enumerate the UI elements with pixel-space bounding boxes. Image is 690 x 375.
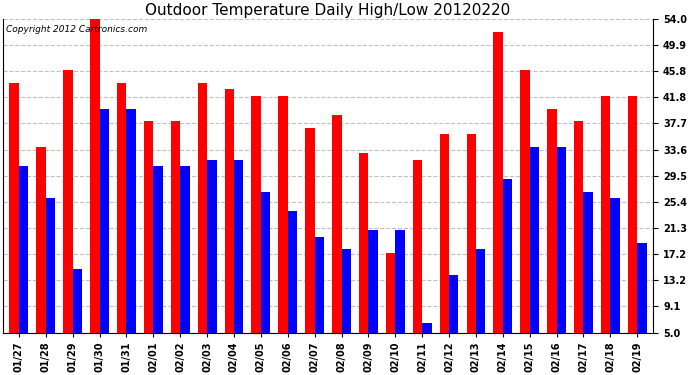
Bar xyxy=(413,160,422,364)
Bar xyxy=(180,166,190,364)
Bar xyxy=(611,198,620,364)
Bar xyxy=(466,134,476,364)
Bar xyxy=(126,108,136,364)
Bar xyxy=(99,108,109,364)
Bar xyxy=(530,147,539,364)
Bar xyxy=(584,192,593,364)
Bar xyxy=(601,96,611,364)
Bar xyxy=(386,253,395,364)
Bar xyxy=(493,32,503,364)
Title: Outdoor Temperature Daily High/Low 20120220: Outdoor Temperature Daily High/Low 20120… xyxy=(146,3,511,18)
Bar xyxy=(305,128,315,364)
Bar xyxy=(440,134,449,364)
Bar xyxy=(19,166,28,364)
Bar xyxy=(557,147,566,364)
Bar xyxy=(332,115,342,364)
Bar xyxy=(251,96,261,364)
Bar xyxy=(359,153,368,364)
Bar xyxy=(90,19,99,364)
Bar xyxy=(117,83,126,364)
Bar xyxy=(153,166,163,364)
Bar xyxy=(207,160,217,364)
Bar xyxy=(171,122,180,364)
Bar xyxy=(368,230,378,364)
Bar xyxy=(224,89,234,364)
Bar xyxy=(198,83,207,364)
Bar xyxy=(503,179,512,364)
Bar xyxy=(63,70,72,364)
Bar xyxy=(72,268,82,364)
Bar xyxy=(520,70,530,364)
Bar xyxy=(449,275,458,364)
Bar xyxy=(144,122,153,364)
Bar xyxy=(37,147,46,364)
Bar xyxy=(547,108,557,364)
Bar xyxy=(628,96,638,364)
Bar xyxy=(476,249,485,364)
Bar xyxy=(46,198,55,364)
Bar xyxy=(395,230,405,364)
Bar xyxy=(278,96,288,364)
Bar xyxy=(638,243,647,364)
Bar xyxy=(10,83,19,364)
Bar xyxy=(315,237,324,364)
Bar xyxy=(422,323,431,364)
Bar xyxy=(234,160,244,364)
Bar xyxy=(288,211,297,364)
Bar xyxy=(342,249,351,364)
Text: Copyright 2012 Cartronics.com: Copyright 2012 Cartronics.com xyxy=(6,25,147,34)
Bar xyxy=(261,192,270,364)
Bar xyxy=(574,122,584,364)
